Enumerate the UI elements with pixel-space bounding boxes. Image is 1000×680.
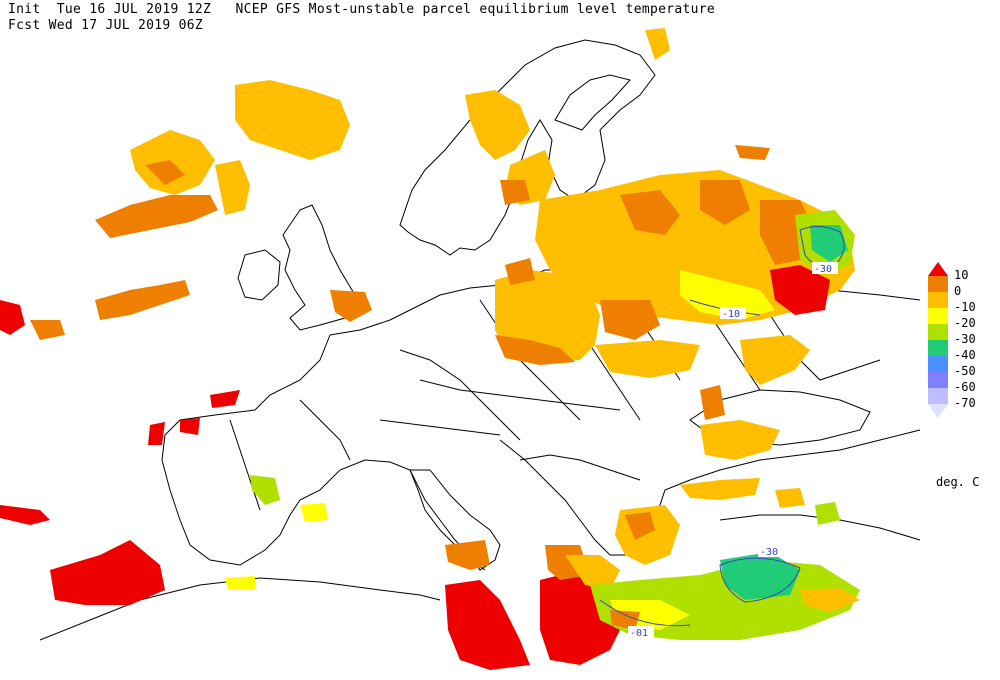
legend-swatch: [928, 340, 948, 356]
legend-label: 10: [954, 268, 969, 282]
color-legend: 10 0 -10 -20 -30 -40 -50 -60 -70: [928, 262, 976, 426]
contour-label: -01: [630, 628, 648, 639]
shaded-regions: [0, 28, 860, 670]
legend-label: -50: [954, 364, 976, 378]
legend-label: 0: [954, 284, 962, 298]
legend-arrow-top: [928, 262, 948, 276]
fcst-line: Fcst Wed 17 JUL 2019 06Z: [8, 18, 204, 33]
contour-label: -10: [722, 309, 740, 320]
contour-label: -30: [814, 264, 832, 275]
legend-swatch: [928, 276, 948, 292]
init-line: Init Tue 16 JUL 2019 12Z NCEP GFS Most-u…: [8, 2, 716, 17]
legend-label: -40: [954, 348, 976, 362]
legend-swatch: [928, 356, 948, 372]
units-label: deg. C: [936, 475, 980, 489]
legend-swatch: [928, 292, 948, 308]
legend-label: -10: [954, 300, 976, 314]
legend-bar: [928, 262, 948, 418]
legend-swatch: [928, 324, 948, 340]
legend-swatch: [928, 372, 948, 388]
legend-label: -20: [954, 316, 976, 330]
contour-label-group: -30 -10 -30 -01: [628, 262, 838, 639]
contour-label: -30: [760, 547, 778, 558]
legend-label: -30: [954, 332, 976, 346]
legend-swatch: [928, 388, 948, 404]
legend-label: -60: [954, 380, 976, 394]
legend-label: -70: [954, 396, 976, 410]
legend-arrow-bottom: [928, 404, 948, 418]
legend-swatch: [928, 308, 948, 324]
